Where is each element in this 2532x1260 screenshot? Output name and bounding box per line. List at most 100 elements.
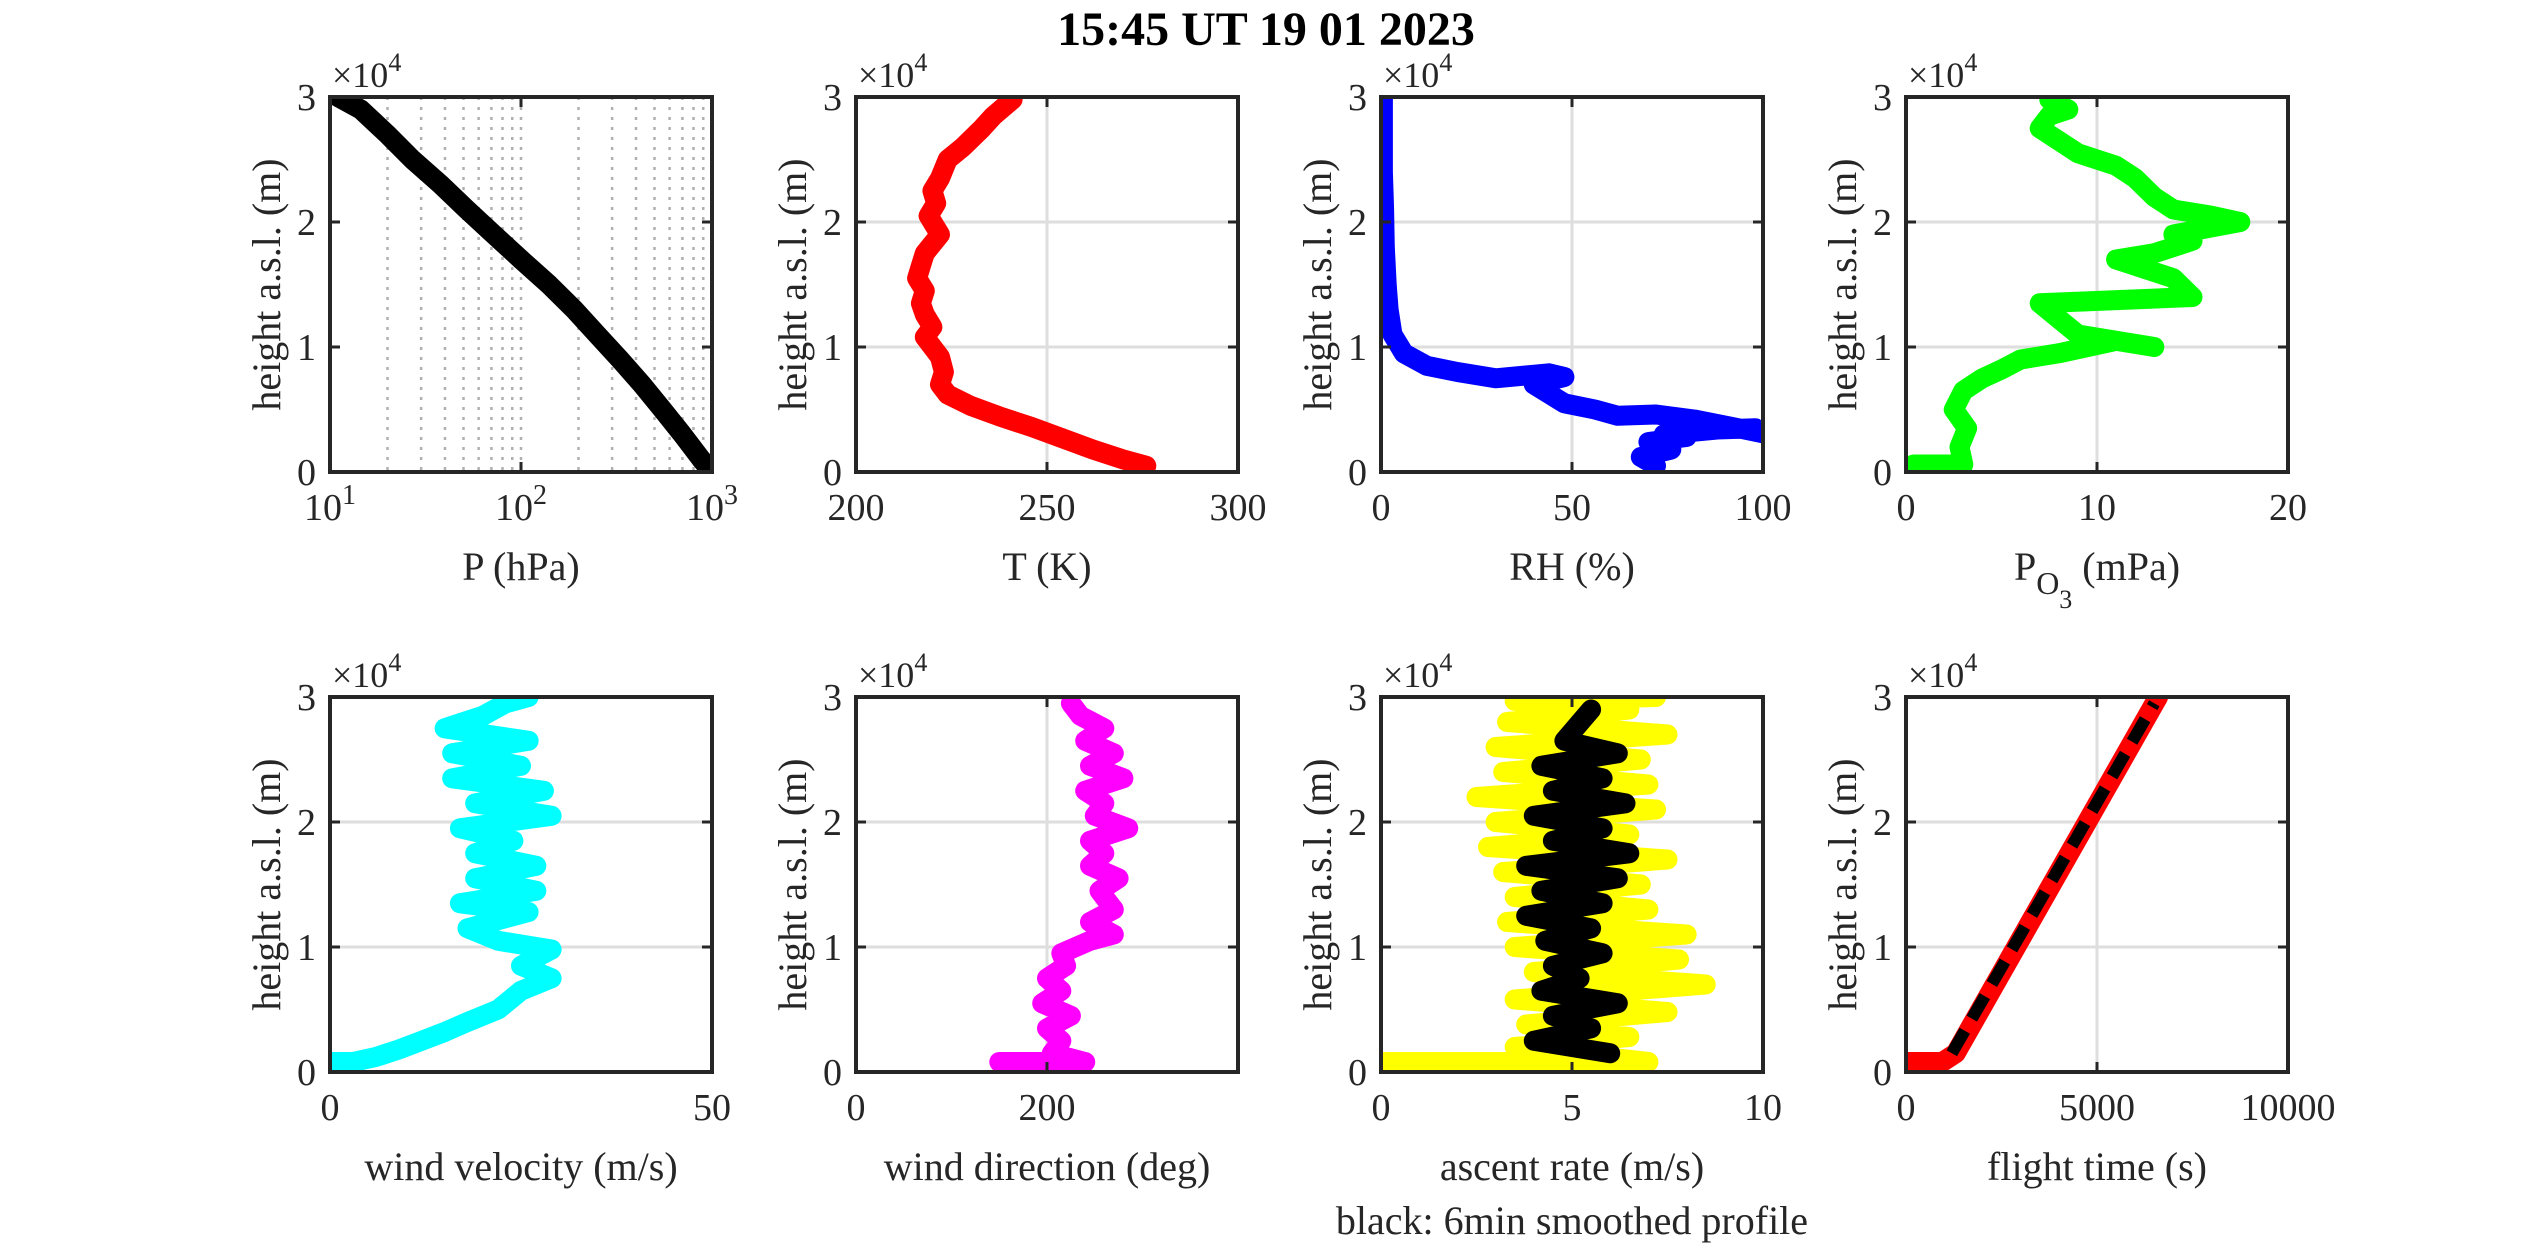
y-tick-label: 0	[1348, 1052, 1367, 1094]
y-exponent: ×104	[1908, 648, 1977, 695]
y-tick-label: 3	[297, 77, 316, 119]
x-tick-label: 250	[1019, 487, 1076, 529]
ticks	[1379, 695, 1765, 1074]
y-exponent: ×104	[858, 48, 927, 95]
series-line-1	[1381, 97, 1763, 472]
y-tick-label: 3	[1873, 677, 1892, 719]
y-axis-label: height a.s.l. (m)	[244, 158, 289, 410]
y-axis-label: height a.s.l. (m)	[244, 758, 289, 1010]
y-tick-label: 2	[1873, 202, 1892, 244]
x-tick-label: 50	[1553, 487, 1591, 529]
x-axis-label: wind velocity (m/s)	[364, 1144, 677, 1189]
y-exponent: ×104	[1383, 648, 1452, 695]
y-tick-label: 0	[1348, 452, 1367, 494]
x-tick-label: 200	[828, 487, 885, 529]
x-tick-label: 5000	[2059, 1087, 2135, 1129]
chart-wind-direction: 0 200 0 1 2 3 ×104 height a.s.l. (m) wind direct…	[770, 648, 1240, 1189]
y-axis-label: height a.s.l. (m)	[1820, 158, 1865, 410]
x-tick-label: 300	[1210, 487, 1267, 529]
y-exponent: ×104	[858, 648, 927, 695]
y-axis-label: height a.s.l. (m)	[1295, 158, 1340, 410]
x-axis-label: ascent rate (m/s)	[1440, 1144, 1704, 1189]
series-group	[330, 97, 712, 472]
chart-ozone: 0 10 20 0 1 2 3 ×104 height a.s.l. (m) PO3 (mPa)	[1820, 48, 2307, 614]
x-tick-label: 0	[1897, 1087, 1916, 1129]
x-tick-label: 5	[1563, 1087, 1582, 1129]
x-tick-label: 10	[1744, 1087, 1782, 1129]
y-axis-label: height a.s.l. (m)	[1820, 758, 1865, 1010]
chart-pressure: 101 102 103 0 1 2 3 ×104 height a.s.l. (m) P (hPa…	[244, 48, 738, 589]
series-line-2	[1516, 699, 1640, 1064]
y-tick-label: 2	[1348, 202, 1367, 244]
y-exponent: ×104	[1383, 48, 1452, 95]
y-tick-label: 3	[1348, 677, 1367, 719]
y-tick-label: 1	[297, 327, 316, 369]
x-tick-label: 101	[304, 480, 356, 529]
series-line-1	[330, 97, 712, 472]
ticks	[1904, 95, 2290, 474]
x-tick-label: 0	[1372, 487, 1391, 529]
y-tick-label: 1	[823, 327, 842, 369]
y-tick-label: 1	[1348, 327, 1367, 369]
series-group	[907, 97, 1157, 472]
y-tick-label: 1	[1348, 927, 1367, 969]
ticks	[854, 95, 1240, 474]
y-tick-label: 3	[1873, 77, 1892, 119]
ticks	[328, 695, 714, 1074]
y-tick-label: 1	[1873, 327, 1892, 369]
y-tick-label: 2	[297, 802, 316, 844]
axes-box	[328, 695, 714, 1074]
y-tick-label: 0	[823, 452, 842, 494]
ticks	[328, 95, 714, 474]
y-tick-label: 3	[297, 677, 316, 719]
grid	[1904, 695, 2290, 1074]
ticks	[1904, 695, 2290, 1074]
y-tick-label: 0	[297, 452, 316, 494]
x-tick-label: 50	[693, 1087, 731, 1129]
x-axis-label: RH (%)	[1509, 544, 1635, 589]
series-group	[1381, 697, 1716, 1072]
chart-humidity: 0 50 100 0 1 2 3 ×104 height a.s.l. (m) RH (%)	[1295, 48, 1792, 589]
series-group	[1906, 97, 2251, 472]
x-tick-label: 0	[1372, 1087, 1391, 1129]
series-line-1	[989, 697, 1139, 1072]
y-tick-label: 2	[1873, 802, 1892, 844]
y-tick-label: 0	[297, 1052, 316, 1094]
y-exponent: ×104	[1908, 48, 1977, 95]
y-tick-label: 3	[1348, 77, 1367, 119]
series-group	[1381, 97, 1763, 472]
y-tick-label: 3	[823, 77, 842, 119]
x-tick-label: 10000	[2241, 1087, 2336, 1129]
y-exponent: ×104	[332, 48, 401, 95]
y-tick-label: 2	[1348, 802, 1367, 844]
chart-ascent-rate: 0 5 10 0 1 2 3 ×104 height a.s.l. (m) ascent rate…	[1295, 648, 1808, 1243]
chart-flight-time: 0 5000 10000 0 1 2 3 ×104 height a.s.l. (m) fligh…	[1820, 648, 2336, 1189]
y-axis-label: height a.s.l. (m)	[770, 158, 815, 410]
x-tick-label: 20	[2269, 487, 2307, 529]
y-tick-label: 0	[1873, 1052, 1892, 1094]
series-group	[1906, 697, 2169, 1072]
chart-temperature: 200 250 300 0 1 2 3 ×104 height a.s.l. (m) T (K)	[770, 48, 1267, 589]
series-line-2	[1946, 700, 2160, 1057]
x-tick-label: 100	[1735, 487, 1792, 529]
x-axis-label: PO3 (mPa)	[2014, 544, 2180, 614]
ticks	[854, 695, 1238, 1074]
x-tick-label: 0	[1897, 487, 1916, 529]
ticks	[1379, 95, 1765, 474]
series-line-1	[330, 697, 562, 1072]
series-line-1	[907, 97, 1157, 472]
x-axis-label: flight time (s)	[1987, 1144, 2207, 1189]
x-tick-label: 0	[321, 1087, 340, 1129]
x-axis-label: wind direction (deg)	[884, 1144, 1211, 1189]
x-tick-label: 103	[686, 480, 738, 529]
x-tick-label: 0	[847, 1087, 866, 1129]
y-tick-label: 2	[297, 202, 316, 244]
y-tick-label: 0	[823, 1052, 842, 1094]
series-line-1	[1381, 697, 1716, 1072]
y-tick-label: 1	[297, 927, 316, 969]
x-axis-label-note: black: 6min smoothed profile	[1336, 1198, 1808, 1243]
y-tick-label: 0	[1873, 452, 1892, 494]
series-line-1	[1906, 97, 2251, 472]
series-group	[330, 697, 562, 1072]
